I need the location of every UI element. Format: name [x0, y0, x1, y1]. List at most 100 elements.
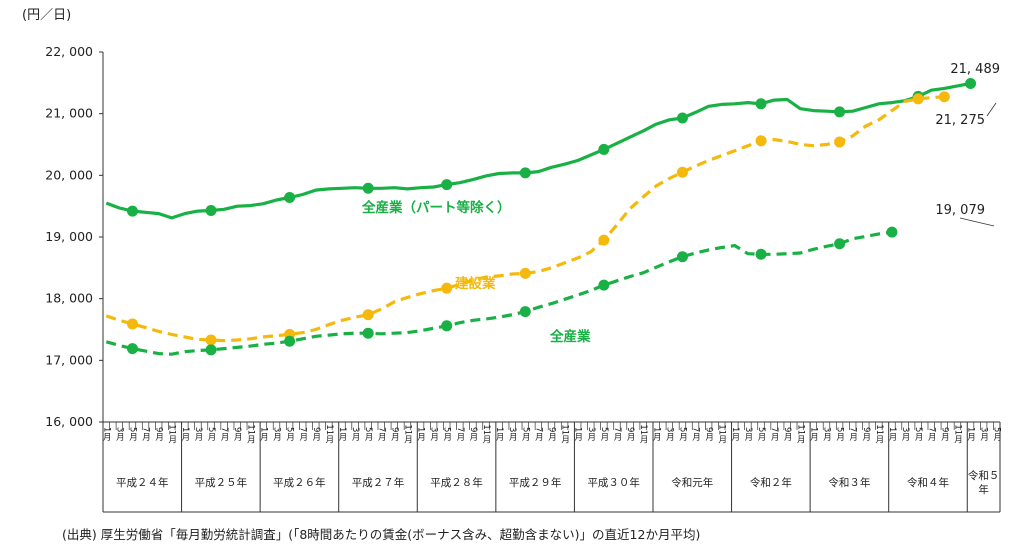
year-label: 平成２６年: [273, 476, 326, 489]
month-label: 1月: [887, 427, 897, 442]
year-label: 令和５: [968, 469, 1000, 482]
series-line: [105, 95, 945, 343]
month-label: 5月: [363, 427, 373, 442]
month-label: 3月: [586, 427, 596, 442]
month-label: 5月: [599, 427, 609, 442]
month-label: 1月: [573, 427, 583, 442]
month-label: 3月: [429, 427, 439, 442]
series-label-all-industries: 全産業: [549, 328, 591, 345]
month-label: 3月: [979, 427, 989, 442]
month-label: 9月: [861, 427, 871, 442]
data-point-marker: [834, 136, 846, 148]
year-label: 平成２９年: [509, 476, 562, 489]
month-label: 5月: [835, 427, 845, 442]
data-point-marker: [441, 320, 453, 332]
month-label: 3月: [664, 427, 674, 442]
month-label: 1月: [730, 427, 740, 442]
series-label-construction: 建設業: [454, 275, 496, 292]
month-label: 1月: [651, 427, 661, 442]
month-label: 7月: [298, 427, 308, 442]
y-tick-label: 19, 000: [45, 229, 93, 244]
end-value-all-industries: 19, 079: [935, 203, 985, 218]
month-label: 7月: [533, 427, 543, 442]
month-label: 5月: [285, 427, 295, 442]
month-label: 1月: [258, 427, 268, 442]
month-label: 1月: [808, 427, 818, 442]
month-label: 1月: [966, 427, 976, 442]
wage-line-chart: 16, 000 17, 000 18, 000 19, 000 20, 000 21, 0…: [45, 44, 1002, 513]
axes: 16, 000 17, 000 18, 000 19, 000 20, 000 21, 0…: [45, 44, 1002, 513]
data-point-marker: [519, 267, 531, 279]
month-label: 9月: [625, 427, 635, 442]
month-label: 11月: [402, 424, 412, 444]
y-tick-label: 22, 000: [45, 44, 93, 59]
month-label: 7月: [141, 427, 151, 442]
data-point-marker: [205, 344, 217, 356]
source-note: (出典) 厚生労働省「毎月勤労統計調査」(「8時間あたりの賃金(ボーナス含み、超…: [62, 527, 701, 542]
y-axis-unit-label: (円／日): [22, 8, 72, 23]
data-point-marker: [205, 334, 217, 346]
data-point-marker: [676, 166, 688, 178]
year-label: 平成２８年: [430, 476, 483, 489]
month-label: 7月: [691, 427, 701, 442]
data-point-marker: [755, 98, 767, 110]
month-label: 11月: [638, 424, 648, 444]
data-point-marker: [126, 343, 138, 355]
data-point-marker: [598, 234, 610, 246]
end-value-construction: 21, 275: [935, 113, 985, 128]
year-label: 令和３年: [828, 476, 870, 489]
data-point-marker: [362, 309, 374, 321]
month-label: 9月: [547, 427, 557, 442]
month-label: 7月: [219, 427, 229, 442]
month-label: 5月: [206, 427, 216, 442]
month-label: 1月: [101, 427, 111, 442]
year-label: 令和元年: [671, 476, 713, 489]
month-label: 3月: [114, 427, 124, 442]
month-label: 11月: [167, 424, 177, 444]
year-label: 平成２５年: [195, 476, 248, 489]
data-point-marker: [126, 205, 138, 217]
month-label: 5月: [677, 427, 687, 442]
data-point-marker: [598, 279, 610, 291]
series-lines: [105, 78, 977, 356]
data-point-marker: [284, 192, 296, 204]
data-point-marker: [676, 112, 688, 124]
month-label: 5月: [756, 427, 766, 442]
data-point-marker: [126, 318, 138, 330]
series-label-all-excl-part: 全産業（パート等除く）: [361, 199, 511, 216]
month-label: 11月: [481, 424, 491, 444]
month-label: 11月: [324, 424, 334, 444]
data-point-marker: [755, 248, 767, 260]
month-label: 1月: [494, 427, 504, 442]
year-label: 令和４年: [907, 476, 949, 489]
month-label: 1月: [180, 427, 190, 442]
data-point-marker: [441, 282, 453, 294]
month-label: 11月: [245, 424, 255, 444]
month-label: 1月: [337, 427, 347, 442]
month-label: 5月: [992, 427, 1002, 442]
month-label: 3月: [507, 427, 517, 442]
month-label: 9月: [154, 427, 164, 442]
series-line: [105, 230, 893, 356]
month-label: 11月: [952, 424, 962, 444]
data-point-marker: [598, 143, 610, 155]
month-label: 3月: [193, 427, 203, 442]
data-point-marker: [362, 182, 374, 194]
month-label: 7月: [926, 427, 936, 442]
month-label: 9月: [939, 427, 949, 442]
data-point-marker: [519, 167, 531, 179]
data-point-marker: [886, 226, 898, 238]
leader-line: [959, 217, 995, 227]
month-label: 7月: [848, 427, 858, 442]
y-tick-label: 18, 000: [45, 291, 93, 306]
year-label: 令和２年: [750, 476, 792, 489]
data-point-marker: [676, 251, 688, 263]
month-label: 9月: [311, 427, 321, 442]
month-label: 5月: [127, 427, 137, 442]
data-point-marker: [362, 327, 374, 339]
series-line: [105, 81, 971, 220]
month-label: 11月: [795, 424, 805, 444]
month-label: 7月: [612, 427, 622, 442]
data-point-marker: [441, 179, 453, 191]
